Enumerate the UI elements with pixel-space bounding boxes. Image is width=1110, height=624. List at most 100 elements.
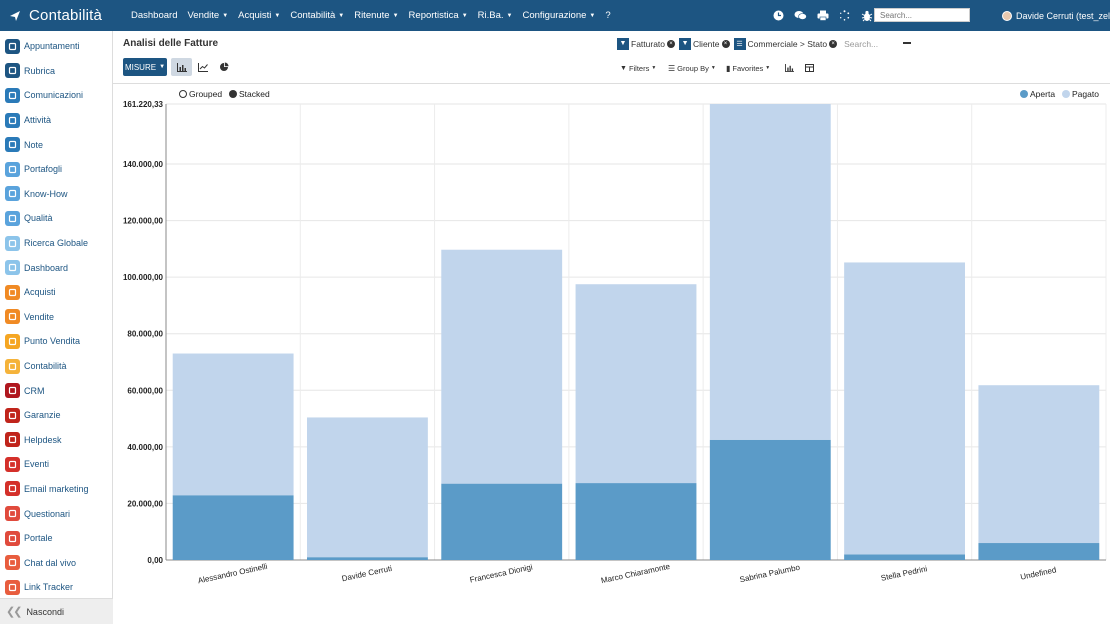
search-facet[interactable]: ▼ Cliente ×: [679, 37, 730, 50]
print-icon[interactable]: [816, 9, 829, 22]
sidebar-item-label: Vendite: [24, 311, 55, 322]
x-tick-label: Francesca Dionigi: [469, 562, 534, 584]
menu-item-reportistica[interactable]: Reportistica ▼: [404, 0, 473, 31]
menu-item-help[interactable]: ?: [600, 0, 615, 31]
sidebar-item-crm[interactable]: CRM: [0, 378, 112, 403]
sidebar-item-vendite[interactable]: Vendite: [0, 305, 112, 330]
clock-icon[interactable]: [772, 9, 785, 22]
legend-series-pagato[interactable]: Pagato: [1062, 89, 1099, 99]
user-name: Davide Cerruti (test_zelo): [1016, 10, 1110, 21]
sidebar-item-attività[interactable]: Attività: [0, 108, 112, 133]
hide-label: Nascondi: [26, 606, 64, 617]
close-icon[interactable]: ×: [829, 39, 838, 48]
sidebar-item-note[interactable]: Note: [0, 132, 112, 157]
pivot-view-button[interactable]: [805, 62, 814, 74]
calendar-icon: [5, 38, 20, 54]
pie-chart-button[interactable]: [213, 58, 234, 76]
caret-down-icon: ▼: [589, 12, 596, 19]
menu-item-label: Contabilità: [290, 10, 336, 21]
facet-label: Fatturato: [631, 38, 666, 49]
caret-down-icon: ▼: [159, 64, 166, 70]
sidebar-item-label: Email marketing: [24, 483, 89, 494]
sidebar-item-know-how[interactable]: Know-How: [0, 182, 112, 207]
close-icon[interactable]: ×: [721, 39, 730, 48]
sidebar-item-label: Acquisti: [24, 287, 56, 298]
bar-aperta: [709, 439, 831, 560]
menu-item-dashboard[interactable]: Dashboard: [126, 0, 182, 31]
link-icon: [5, 579, 20, 595]
close-icon[interactable]: ×: [667, 39, 676, 48]
caret-down-icon: ▼: [765, 65, 771, 71]
mode-stacked-option[interactable]: Stacked: [229, 89, 270, 99]
sidebar-item-garanzie[interactable]: Garanzie: [0, 403, 112, 428]
global-search-input[interactable]: [874, 8, 970, 22]
menu-item-ri-ba-[interactable]: Ri.Ba. ▼: [473, 0, 518, 31]
bar-chart-button[interactable]: [171, 58, 192, 76]
line-chart-icon: [197, 62, 208, 72]
caret-down-icon: ▼: [506, 12, 513, 19]
mode-grouped-option[interactable]: Grouped: [179, 89, 222, 99]
livechat-icon: [5, 555, 20, 571]
sidebar-item-label: Appuntamenti: [24, 41, 80, 52]
hide-sidebar-button[interactable]: ❮❮ Nascondi: [0, 598, 113, 624]
menu-item-label: Vendite: [187, 10, 220, 21]
menu-item-contabilit-[interactable]: Contabilità ▼: [285, 0, 349, 31]
y-tick-label: 120.000,00: [123, 217, 164, 226]
sidebar-item-chat-dal-vivo[interactable]: Chat dal vivo: [0, 550, 112, 575]
quality-icon: [5, 210, 20, 226]
mail-icon: [5, 481, 20, 497]
filters-dropdown[interactable]: ▼ Filters ▼: [620, 62, 656, 74]
sidebar-item-contabilità[interactable]: Contabilità: [0, 354, 112, 379]
favorites-dropdown[interactable]: ▮ Favorites ▼: [726, 62, 770, 74]
sidebar-item-link-tracker[interactable]: Link Tracker: [0, 575, 112, 600]
sidebar-item-email-marketing[interactable]: Email marketing: [0, 477, 112, 502]
spinner-icon[interactable]: [838, 9, 851, 22]
lock-icon: [5, 161, 20, 177]
sidebar-item-questionari[interactable]: Questionari: [0, 501, 112, 526]
sidebar-item-portafogli[interactable]: Portafogli: [0, 157, 112, 182]
sidebar-item-qualità[interactable]: Qualità: [0, 206, 112, 231]
graph-view-button[interactable]: [785, 62, 794, 74]
menu-item-vendite[interactable]: Vendite ▼: [182, 0, 233, 31]
control-panel: Analisi delle Fatture MISURE ▼ ▼ Fatturato…: [113, 31, 1110, 84]
sidebar-item-punto-vendita[interactable]: Punto Vendita: [0, 329, 112, 354]
sidebar-item-rubrica[interactable]: Rubrica: [0, 59, 112, 84]
menu-item-acquisti[interactable]: Acquisti ▼: [233, 0, 285, 31]
sidebar-item-appuntamenti[interactable]: Appuntamenti: [0, 34, 112, 59]
sidebar-item-acquisti[interactable]: Acquisti: [0, 280, 112, 305]
head-icon: [5, 186, 20, 202]
bar-aperta: [172, 495, 294, 560]
bug-icon[interactable]: [860, 9, 873, 22]
search-facet[interactable]: ▼ Fatturato ×: [617, 37, 676, 50]
sidebar-item-helpdesk[interactable]: Helpdesk: [0, 428, 112, 453]
sidebar-item-ricerca-globale[interactable]: Ricerca Globale: [0, 231, 112, 256]
sidebar-item-label: Note: [24, 139, 44, 150]
facet-label: Cliente: [693, 38, 720, 49]
groupby-dropdown[interactable]: ☰ Group By ▼: [668, 62, 716, 74]
menu-item-configurazione[interactable]: Configurazione ▼: [518, 0, 601, 31]
legend-series-aperta[interactable]: Aperta: [1020, 89, 1055, 99]
caret-down-icon: ▼: [392, 12, 399, 19]
search-facet[interactable]: ☰ Commerciale > Stato ×: [733, 37, 838, 50]
measures-button[interactable]: MISURE ▼: [123, 58, 167, 76]
app-brand[interactable]: Contabilità: [0, 0, 120, 31]
pos-icon: [5, 333, 20, 349]
caret-down-icon: ▼: [222, 12, 229, 19]
filter-icon: ▼: [617, 37, 629, 50]
user-menu[interactable]: Davide Cerruti (test_zelo): [1002, 0, 1110, 31]
chat-icon[interactable]: [794, 9, 807, 22]
bar-pagato: [978, 385, 1100, 544]
line-chart-button[interactable]: [192, 58, 213, 76]
sidebar-item-label: Eventi: [24, 459, 50, 470]
sidebar-item-label: Portale: [24, 533, 53, 544]
bar-aperta: [978, 543, 1100, 560]
sidebar-item-portale[interactable]: Portale: [0, 526, 112, 551]
sidebar-item-comunicazioni[interactable]: Comunicazioni: [0, 83, 112, 108]
sidebar-item-dashboard[interactable]: Dashboard: [0, 255, 112, 280]
menu-item-ritenute[interactable]: Ritenute ▼: [349, 0, 403, 31]
caret-down-icon: ▼: [651, 65, 657, 71]
search-input[interactable]: Search...: [844, 38, 879, 49]
bar-aperta: [441, 483, 563, 560]
mode-grouped-label: Grouped: [189, 89, 223, 99]
sidebar-item-eventi[interactable]: Eventi: [0, 452, 112, 477]
